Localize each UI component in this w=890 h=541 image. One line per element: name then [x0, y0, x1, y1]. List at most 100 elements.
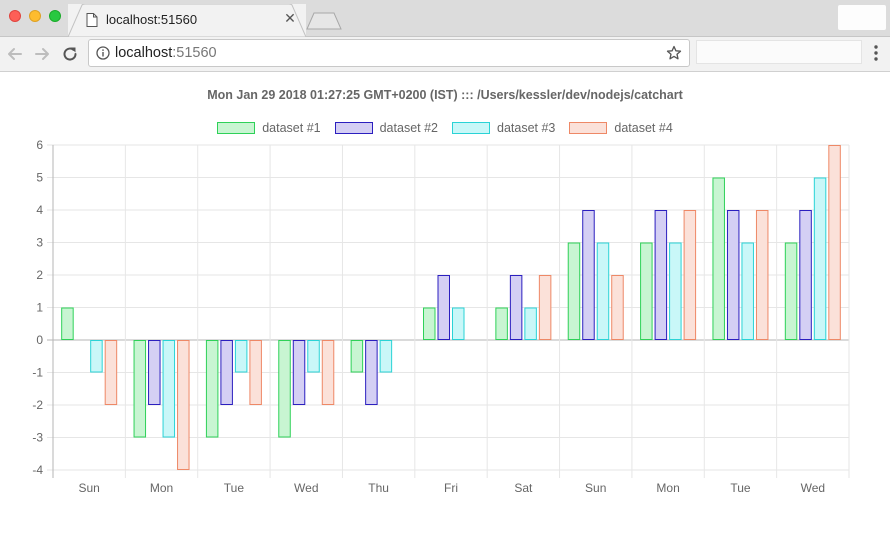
bar[interactable]	[234, 340, 248, 373]
bar[interactable]	[538, 275, 552, 340]
bar[interactable]	[437, 275, 450, 340]
y-tick-label: 2	[36, 268, 43, 282]
bar[interactable]	[220, 340, 233, 405]
bar[interactable]	[452, 307, 465, 340]
bar[interactable]	[509, 275, 523, 340]
bar[interactable]	[712, 177, 725, 340]
bar[interactable]	[669, 242, 682, 340]
legend-label: dataset #2	[379, 121, 438, 135]
bar[interactable]	[423, 307, 436, 340]
new-tab-button[interactable]	[306, 12, 342, 30]
bar[interactable]	[596, 242, 610, 340]
bar[interactable]	[278, 340, 291, 438]
info-icon[interactable]	[96, 46, 110, 60]
x-tick-label: Sat	[514, 481, 533, 495]
bar[interactable]	[249, 340, 262, 405]
tab-title: localhost:51560	[106, 12, 198, 27]
bar[interactable]	[365, 340, 378, 405]
y-tick-label: 1	[36, 301, 43, 315]
x-tick-label: Wed	[801, 481, 825, 495]
x-tick-label: Sun	[79, 481, 100, 495]
profile-button[interactable]	[838, 5, 886, 30]
document-icon	[86, 13, 98, 27]
bar[interactable]	[813, 177, 827, 340]
bar[interactable]	[784, 242, 798, 340]
reload-icon[interactable]	[59, 43, 81, 65]
forward-arrow-icon[interactable]	[31, 43, 53, 65]
legend-label: dataset #4	[614, 121, 673, 135]
legend-item-dataset-4[interactable]: dataset #4	[569, 121, 673, 135]
tab-shape	[68, 4, 306, 37]
star-icon[interactable]	[666, 45, 682, 61]
bar[interactable]	[828, 145, 841, 340]
legend-swatch	[334, 122, 373, 134]
legend-label: dataset #3	[497, 121, 556, 135]
menu-dots-icon[interactable]	[872, 43, 880, 63]
bar[interactable]	[741, 242, 754, 340]
bar[interactable]	[61, 307, 74, 340]
y-tick-label: 3	[36, 236, 43, 250]
back-arrow-icon[interactable]	[4, 43, 26, 65]
bar[interactable]	[726, 210, 740, 340]
address-bar[interactable]: localhost:51560	[88, 39, 690, 67]
y-tick-label: -2	[32, 398, 43, 412]
bar[interactable]	[755, 210, 769, 340]
page-content: Mon Jan 29 2018 01:27:25 GMT+0200 (IST) …	[0, 72, 890, 541]
url-text: localhost:51560	[115, 45, 217, 61]
legend-swatch	[452, 122, 490, 134]
url-host: localhost	[115, 45, 173, 61]
y-tick-label: -3	[32, 431, 43, 445]
x-tick-label: Thu	[368, 481, 389, 495]
bar[interactable]	[133, 340, 147, 438]
bar[interactable]	[379, 340, 393, 373]
bar[interactable]	[640, 242, 653, 340]
bar[interactable]	[292, 340, 306, 405]
extensions-area[interactable]	[696, 40, 862, 64]
x-tick-label: Sun	[585, 481, 606, 495]
legend-item-dataset-3[interactable]: dataset #3	[452, 121, 555, 135]
bar[interactable]	[350, 340, 364, 373]
x-tick-label: Fri	[444, 481, 458, 495]
zoom-window-button[interactable]	[49, 10, 61, 22]
y-tick-label: 6	[36, 138, 43, 152]
bar[interactable]	[321, 340, 335, 405]
x-tick-label: Wed	[294, 481, 318, 495]
x-tick-label: Mon	[656, 481, 679, 495]
legend-item-dataset-2[interactable]: dataset #2	[334, 121, 438, 135]
y-tick-label: -4	[32, 463, 43, 477]
legend-swatch	[569, 122, 608, 134]
bar[interactable]	[567, 242, 581, 340]
browser-tab-strip: localhost:51560 ✕	[0, 0, 890, 37]
y-tick-label: 5	[36, 171, 43, 185]
legend-item-dataset-1[interactable]: dataset #1	[217, 121, 321, 135]
bar[interactable]	[205, 340, 219, 438]
bar[interactable]	[582, 210, 595, 340]
y-tick-label: -1	[32, 366, 43, 380]
bar[interactable]	[611, 275, 624, 340]
browser-tab[interactable]: localhost:51560 ✕	[68, 4, 306, 37]
bar[interactable]	[90, 340, 103, 373]
bar[interactable]	[799, 210, 812, 340]
chart-legend: dataset #1 dataset #2 dataset #3 dataset…	[0, 121, 890, 135]
browser-toolbar: localhost:51560	[0, 37, 890, 72]
bar[interactable]	[148, 340, 161, 405]
bar[interactable]	[524, 307, 537, 340]
close-window-button[interactable]	[9, 10, 21, 22]
close-icon[interactable]: ✕	[284, 10, 296, 26]
legend-label: dataset #1	[262, 121, 321, 135]
minimize-window-button[interactable]	[29, 10, 41, 22]
bar[interactable]	[162, 340, 176, 438]
legend-swatch	[217, 122, 256, 134]
chart-title: Mon Jan 29 2018 01:27:25 GMT+0200 (IST) …	[207, 88, 683, 102]
bar[interactable]	[683, 210, 697, 340]
bar-chart: 6 5 4 3 2 1 0 -1 -2 -3 -4 Sun Mon Tue Wed Thu Fri Sat Sun M…	[32, 138, 850, 495]
y-tick-label: 4	[36, 203, 43, 217]
bar[interactable]	[177, 340, 190, 470]
bar[interactable]	[654, 210, 668, 340]
bar[interactable]	[495, 307, 508, 340]
url-port: :51560	[172, 45, 217, 61]
x-tick-label: Tue	[224, 481, 245, 495]
bar[interactable]	[307, 340, 320, 373]
y-tick-label: 0	[36, 333, 43, 347]
bar[interactable]	[104, 340, 118, 405]
